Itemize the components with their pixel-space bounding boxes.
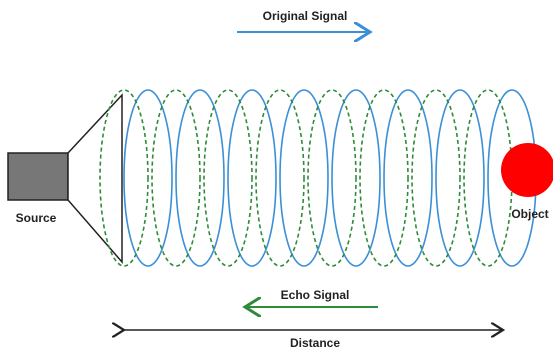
source-label: Source xyxy=(16,211,57,225)
object-label: Object xyxy=(511,207,548,221)
diagram: Original Signal Source Object Echo Signa… xyxy=(0,0,553,350)
source-box xyxy=(8,153,68,200)
distance-label: Distance xyxy=(290,336,340,350)
original-signal-label: Original Signal xyxy=(263,9,348,23)
echo-signal-label: Echo Signal xyxy=(281,288,350,302)
source-horn xyxy=(68,95,122,262)
object-circle xyxy=(501,143,553,197)
waves xyxy=(100,90,536,266)
